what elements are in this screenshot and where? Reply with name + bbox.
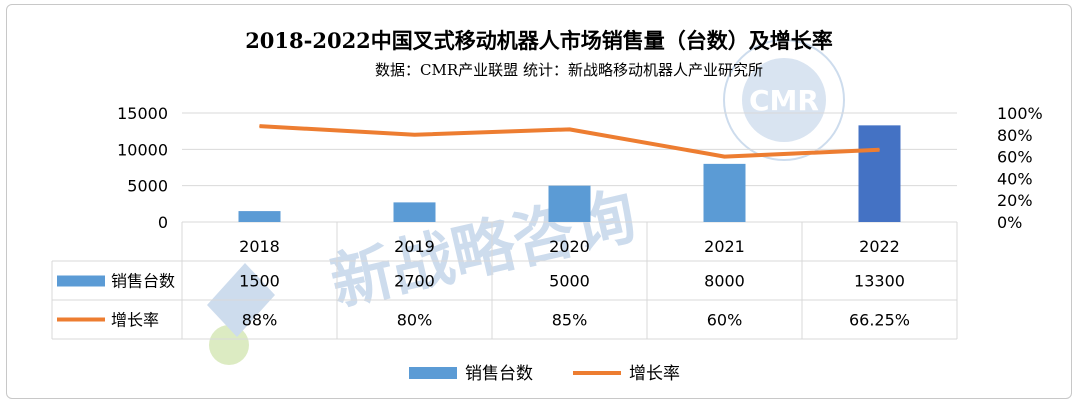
legend-item-line: 增长率: [629, 364, 680, 384]
y-left-tick-label: 5000: [127, 177, 168, 196]
legend-item-bar: 销售台数: [465, 364, 533, 384]
data-label: 85%: [552, 311, 588, 330]
data-label: 2700: [394, 272, 435, 291]
watermark: 新战略咨询 CMR: [207, 39, 845, 365]
y-left-tick-label: 0: [158, 213, 168, 232]
data-label: 66.25%: [849, 311, 910, 330]
watermark-logo: CMR: [723, 39, 845, 161]
chart-frame: 新战略咨询 CMR 2018-2022中国叉式移动机器人市场销售量（台数）及增长…: [6, 4, 1072, 399]
category-label-2019: 2019: [394, 237, 435, 256]
growth-point-2020: [569, 128, 570, 130]
category-label-2018: 2018: [239, 237, 280, 256]
axes: 0 5000 10000 15000 0% 20% 40% 60% 80% 100%: [117, 104, 1043, 232]
growth-point-2019: [414, 134, 415, 136]
data-label: 13300: [854, 272, 905, 291]
svg-text:CMR: CMR: [749, 84, 819, 117]
y-right-tick-label: 40%: [997, 169, 1033, 188]
bar-2022: [858, 125, 901, 222]
table-legend-bar-swatch: [57, 275, 105, 287]
chart-svg: 新战略咨询 CMR 2018-2022中国叉式移动机器人市场销售量（台数）及增长…: [51, 28, 1043, 384]
category-label-2022: 2022: [859, 237, 900, 256]
category-label-2021: 2021: [704, 237, 745, 256]
y-left-tick-label: 15000: [117, 104, 168, 123]
legend-bar-swatch: [409, 367, 457, 379]
y-right-tick-label: 20%: [997, 191, 1033, 210]
table-row-label: 增长率: [111, 311, 159, 330]
bar-2019: [393, 202, 436, 222]
bar-2020: [548, 185, 591, 222]
growth-point-2021: [724, 156, 725, 158]
watermark-text: 新战略咨询: [324, 179, 642, 320]
chart-subtitle: 数据：CMR产业联盟 统计：新战略移动机器人产业研究所: [375, 61, 763, 79]
growth-point-2022: [879, 149, 880, 151]
growth-line: [259, 124, 880, 159]
data-label: 60%: [707, 311, 743, 330]
table-row-label: 销售台数: [111, 272, 175, 291]
watermark-green-dot: [209, 325, 249, 365]
y-right-tick-label: 60%: [997, 148, 1033, 167]
data-label: 1500: [239, 272, 280, 291]
bar-2021: [703, 163, 746, 222]
y-right-tick-label: 100%: [997, 104, 1043, 123]
y-right-tick-label: 0%: [997, 213, 1022, 232]
data-label: 80%: [397, 311, 433, 330]
bar-2018: [238, 211, 281, 222]
y-left-tick-label: 10000: [117, 140, 168, 159]
data-table: 2018 2019 2020 2021 2022 销售台数 1500 2700 5000 8000…: [51, 222, 958, 340]
y-right-tick-label: 80%: [997, 126, 1033, 145]
category-label-2020: 2020: [549, 237, 590, 256]
legend: 销售台数 增长率: [409, 364, 680, 384]
chart-title: 2018-2022中国叉式移动机器人市场销售量（台数）及增长率: [245, 28, 833, 53]
data-label: 8000: [704, 272, 745, 291]
bars: [238, 125, 901, 222]
growth-point-2018: [259, 125, 260, 127]
data-label: 5000: [549, 272, 590, 291]
data-label: 88%: [242, 311, 278, 330]
